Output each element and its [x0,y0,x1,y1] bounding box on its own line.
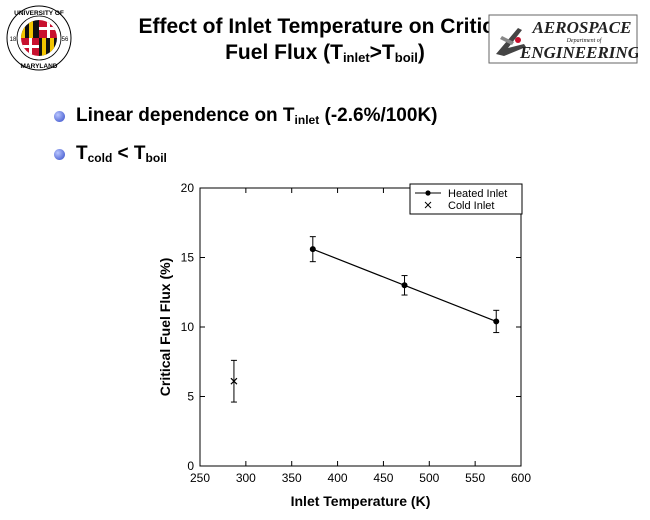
x-tick-label: 450 [373,471,393,485]
cross-stroke [230,377,238,385]
x-axis-label: Inlet Temperature (K) [291,493,431,509]
x-tick-label: 550 [465,471,485,485]
legend-marker-circle [425,190,431,196]
logo-department-text: Department of [566,37,603,44]
data-point-heated-inlet [493,318,500,325]
bullet-list: Linear dependence on Tinlet (-2.6%/100K)… [54,104,438,180]
bullet-tcold-tboil: Tcold < Tboil [54,142,438,180]
x-tick-label: 300 [236,471,256,485]
y-axis-label: Critical Fuel Flux (%) [157,258,173,396]
legend-label: Cold Inlet [448,200,494,212]
seal-year-left: 18 [10,37,17,43]
legend-label: Heated Inlet [448,188,507,200]
bullet-dot-icon [54,149,65,160]
seal-year-right: 56 [62,37,69,43]
aerospace-engineering-logo: AEROSPACE Department of ENGINEERING [488,14,641,64]
seal-text-bottom: MARYLAND [21,63,58,70]
plot-frame [199,187,522,467]
logo-aerospace-text: AEROSPACE [532,18,632,37]
x-tick-label: 400 [328,471,348,485]
x-tick-label: 500 [419,471,439,485]
x-tick-label: 250 [190,471,210,485]
page-title: Effect of Inlet Temperature on Critical … [80,14,570,66]
legend-box [409,183,523,215]
y-tick-label: 10 [181,320,195,334]
x-tick-label: 600 [511,471,531,485]
seal-text-top: UNIVERSITY OF [14,10,64,17]
y-tick-label: 0 [187,459,194,473]
bullet-linear-dependence: Linear dependence on Tinlet (-2.6%/100K) [54,104,438,142]
title-line-1: Effect of Inlet Temperature on Critical [138,15,512,38]
x-tick-label: 350 [282,471,302,485]
y-tick-label: 20 [181,181,195,195]
data-point-cold-inlet [230,377,238,385]
critical-fuel-flux-chart: 250 300 350 400 450 500 550 600 0 5 10 15 20 Inlet Te… [157,181,531,509]
logo-engineering-text: ENGINEERING [519,43,638,62]
y-tick-label: 15 [181,251,195,265]
data-point-heated-inlet [401,282,408,289]
title-line-2: Fuel Flux (Tinlet>Tboil) [225,41,425,65]
umd-seal-logo: UNIVERSITY OF MARYLAND 18 56 [4,4,74,72]
bullet-dot-icon [54,111,65,122]
legend-marker-x [424,201,432,209]
y-tick-label: 5 [187,390,194,404]
data-point-heated-inlet [309,246,316,253]
airplane-icon [496,28,526,56]
